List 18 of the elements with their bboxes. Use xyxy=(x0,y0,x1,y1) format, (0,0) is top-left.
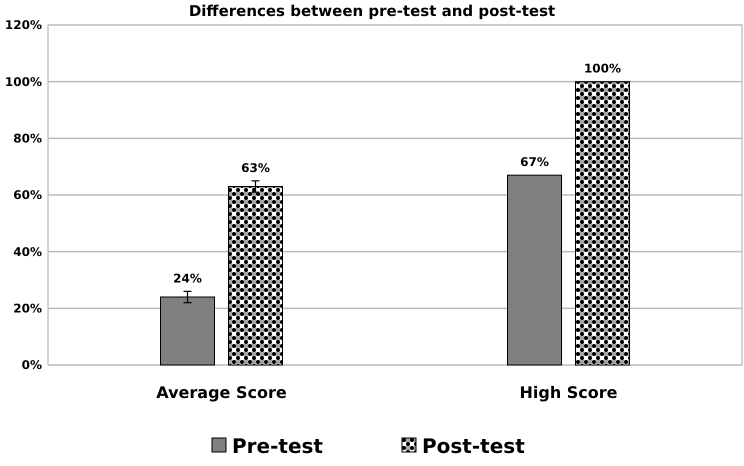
chart-title: Differences between pre-test and post-test xyxy=(188,2,556,20)
y-tick-label: 20% xyxy=(13,302,42,316)
legend-label: Pre-test xyxy=(232,434,324,458)
x-tick-label: High Score xyxy=(519,383,618,402)
y-tick-label: 40% xyxy=(13,244,42,259)
bar xyxy=(575,81,630,366)
y-tick-label: 60% xyxy=(13,188,42,202)
legend-label: Post-test xyxy=(422,434,526,458)
text: 24% xyxy=(173,271,202,286)
y-tick-label: 100% xyxy=(4,74,42,89)
text: 63% xyxy=(241,160,270,175)
text: 100% xyxy=(584,62,622,76)
y-tick-label: 120% xyxy=(4,18,42,32)
bar xyxy=(507,174,562,366)
text: 67% xyxy=(520,155,549,170)
y-tick-label: 0% xyxy=(22,358,42,372)
y-tick-label: 80% xyxy=(13,132,42,146)
x-tick-label: Average Score xyxy=(156,383,287,402)
